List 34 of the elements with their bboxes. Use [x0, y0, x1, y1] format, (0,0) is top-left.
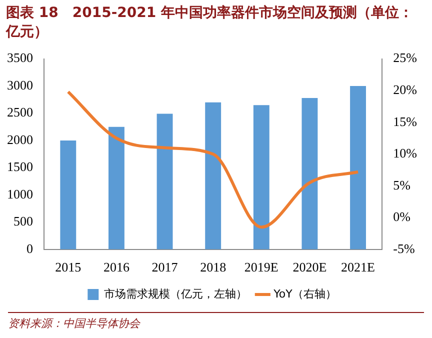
y2-tick-label: 0% [393, 209, 411, 224]
line-series [66, 90, 360, 229]
y2-tick-label: 20% [393, 82, 418, 97]
y2-tick-label: 25% [393, 50, 418, 66]
chart-title: 图表 18 2015-2021 年中国功率器件市场空间及预测（单位：亿元） [6, 4, 414, 42]
bar [253, 105, 270, 250]
y-tick-label: 2500 [7, 104, 33, 120]
y-tick-label: 1000 [7, 186, 33, 202]
y-tick-label: 3000 [7, 77, 33, 92]
y2-tick-label: 15% [393, 114, 418, 129]
bar [205, 102, 222, 250]
y2-tick-label: 5% [393, 177, 411, 192]
x-tick-label: 2021E [341, 260, 376, 275]
legend-label: 市场需求规模（亿元，左轴） [104, 287, 248, 300]
x-tick-label: 2016 [103, 260, 130, 275]
y-tick-label: 1500 [7, 159, 33, 174]
y2-tick-label: -5% [393, 240, 415, 256]
text: 资料来源：中国半导体协会 [8, 312, 424, 331]
bar [108, 126, 124, 250]
y-tick-label: 500 [14, 214, 33, 229]
x-tick-label: 2015 [55, 260, 82, 275]
bar [156, 114, 173, 250]
x-tick-label: 2019E [244, 260, 278, 275]
bar [350, 86, 366, 250]
legend-label: YoY（右轴） [272, 287, 336, 300]
x-tick-label: 2018 [200, 260, 226, 275]
x-tick-label: 2020E [292, 260, 327, 275]
bar [60, 140, 76, 250]
y-tick-label: 0 [26, 240, 33, 256]
bar [302, 98, 318, 250]
y2-tick-label: 10% [393, 146, 418, 161]
x-tick-label: 2017 [152, 260, 178, 275]
y-tick-label: 3500 [7, 50, 33, 66]
y-tick-label: 2000 [7, 132, 33, 147]
